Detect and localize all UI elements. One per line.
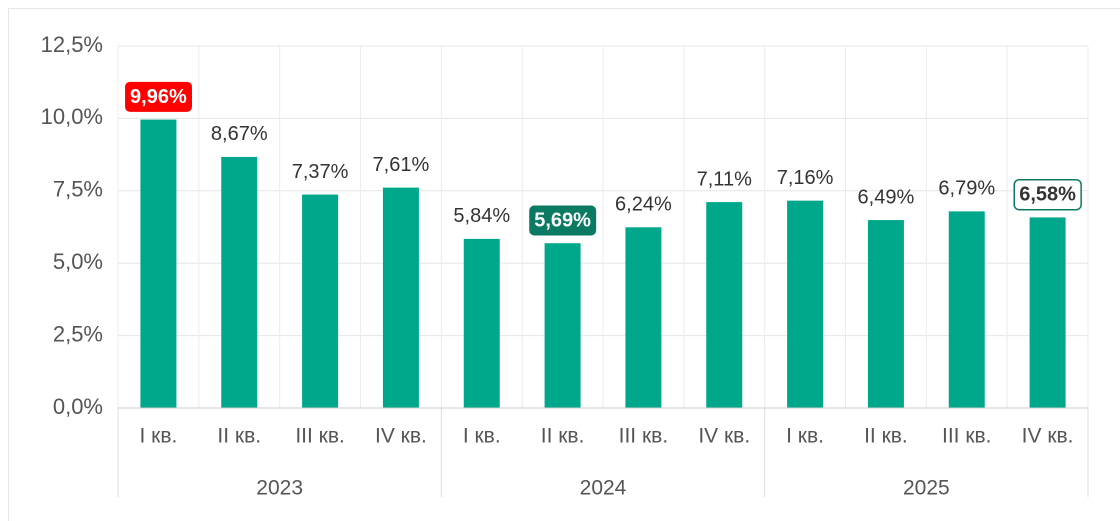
data-label: 8,67%: [211, 123, 268, 145]
y-tick-label: 5,0%: [53, 249, 103, 274]
data-label: 5,84%: [453, 205, 510, 227]
x-tick-label: II кв.: [864, 425, 908, 448]
x-tick-label: III кв.: [619, 425, 669, 448]
x-tick-label: IV кв.: [698, 425, 750, 448]
data-label-box: [1013, 178, 1082, 211]
data-label: 6,24%: [615, 194, 672, 216]
data-label-box: [529, 205, 597, 236]
data-label: 7,11%: [697, 168, 752, 190]
x-tick-label: III кв.: [942, 425, 992, 448]
x-tick-label: IV кв.: [1022, 425, 1074, 448]
x-tick-label: III кв.: [295, 425, 345, 448]
y-tick-label: 7,5%: [53, 177, 103, 202]
bar: [544, 243, 581, 408]
bar: [1029, 217, 1066, 408]
data-label: 9,96%: [130, 86, 187, 108]
bar: [140, 119, 177, 408]
data-label: 5,69%: [534, 209, 591, 231]
bar: [302, 194, 339, 408]
y-tick-label: 0,0%: [53, 394, 103, 419]
x-tick-label: II кв.: [541, 425, 585, 448]
bar: [463, 238, 500, 408]
bar: [948, 211, 985, 408]
bar: [625, 227, 662, 408]
x-tick-label: II кв.: [217, 425, 261, 448]
data-label: 7,61%: [373, 154, 430, 176]
x-tick-label: I кв.: [139, 425, 177, 448]
frame: [8, 8, 1120, 521]
group-label: 2025: [903, 477, 950, 500]
bar: [867, 220, 904, 408]
bar: [706, 202, 743, 408]
data-label: 6,49%: [858, 186, 915, 208]
data-label: 6,58%: [1019, 184, 1076, 206]
y-tick-label: 12,5%: [41, 32, 103, 57]
x-tick-label: I кв.: [463, 425, 501, 448]
bar: [787, 200, 824, 408]
bar: [221, 156, 258, 408]
y-tick-label: 2,5%: [53, 321, 103, 346]
data-label: 7,16%: [777, 167, 834, 189]
x-tick-label: IV кв.: [375, 425, 427, 448]
group-label: 2024: [580, 477, 627, 500]
group-label: 2023: [256, 477, 303, 500]
data-label-box: [125, 81, 192, 112]
data-label: 7,37%: [292, 161, 349, 183]
data-label: 6,79%: [938, 178, 995, 200]
bar: [382, 187, 419, 408]
x-tick-label: I кв.: [786, 425, 824, 448]
y-tick-label: 10,0%: [41, 104, 103, 129]
